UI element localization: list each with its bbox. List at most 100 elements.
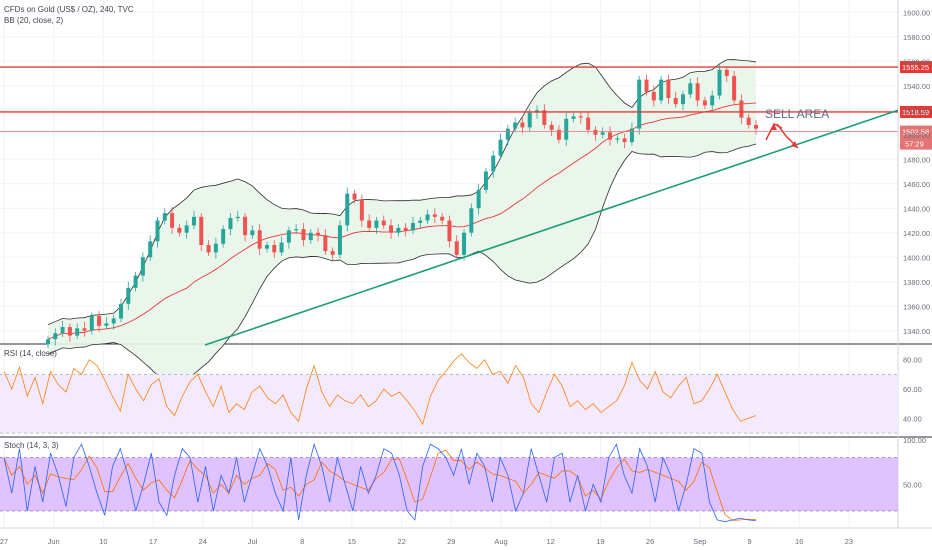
candle-body [301, 229, 306, 241]
x-tick-22: 22 [397, 537, 405, 546]
x-tick-17: 17 [149, 537, 157, 546]
candle-body [644, 79, 649, 92]
x-tick-24: 24 [199, 537, 207, 546]
level-label-box [900, 61, 932, 74]
candle-body [345, 193, 350, 226]
candle-body [89, 316, 94, 331]
chart-title: CFDs on Gold (US$ / OZ), 240, TVC [4, 5, 134, 14]
arrowhead-up-icon [771, 124, 777, 130]
candle-body [199, 216, 204, 245]
candle-body [447, 220, 452, 242]
candle-body [593, 129, 598, 135]
support-trendline [204, 109, 899, 346]
x-tick-12: 12 [547, 537, 555, 546]
candle-body [724, 69, 729, 76]
candles [46, 63, 758, 348]
y-tick-1340.00: 1340.00 [903, 327, 930, 336]
candle-body [316, 232, 321, 236]
candle-body [542, 110, 547, 125]
candle-body [673, 98, 678, 105]
candle-body [754, 124, 758, 129]
candle-body [732, 75, 737, 101]
candle-body [396, 227, 401, 233]
candle-body [75, 328, 80, 336]
candle-body [213, 243, 218, 253]
candle-body [374, 220, 379, 228]
candle-body [352, 193, 357, 200]
candle-body [97, 316, 102, 326]
x-tick-26: 26 [646, 537, 654, 546]
stoch-tick-100.00: 100.00 [903, 436, 926, 445]
stoch-tick-50.00: 50.00 [903, 480, 922, 489]
y-tick-1380.00: 1380.00 [903, 278, 930, 287]
candle-body [600, 132, 605, 135]
candle-body [250, 230, 255, 236]
candle-body [82, 328, 87, 331]
candle-body [126, 287, 131, 304]
y-tick-1520.00: 1520.00 [903, 106, 930, 115]
x-tick-Aug: Aug [494, 537, 507, 546]
y-tick-1440.00: 1440.00 [903, 204, 930, 213]
candle-body [228, 218, 233, 230]
candle-body [432, 214, 437, 217]
candle-body [60, 327, 65, 334]
candle-body [476, 189, 481, 209]
candle-body [155, 220, 160, 242]
y-tick-1580.00: 1580.00 [903, 33, 930, 42]
candle-body [272, 245, 277, 253]
candle-body [564, 118, 569, 140]
candle-body [483, 171, 488, 190]
countdown-label: 57:29 [905, 140, 924, 149]
y-tick-1460.00: 1460.00 [903, 180, 930, 189]
candle-body [440, 216, 445, 221]
candle-body [454, 241, 459, 255]
candle-body [571, 116, 576, 119]
candle-body [184, 225, 189, 233]
candle-body [170, 213, 175, 228]
candle-body [177, 227, 182, 233]
candle-body [608, 132, 613, 140]
rsi-band-fill [0, 374, 898, 434]
candle-body [111, 318, 116, 324]
candle-body [264, 245, 269, 249]
candle-body [578, 116, 583, 118]
candle-body [308, 232, 313, 241]
arrowhead-down-icon [791, 141, 798, 148]
candle-body [337, 225, 342, 255]
candle-body [221, 229, 226, 244]
candle-body [359, 199, 364, 221]
candle-body [651, 91, 656, 101]
rsi-legend: RSI (14, close) [4, 349, 57, 358]
candle-body [140, 257, 145, 276]
candle-body [695, 83, 700, 101]
candle-body [191, 216, 196, 226]
candle-body [710, 95, 715, 106]
candle-body [162, 213, 167, 221]
candle-body [491, 155, 496, 172]
candle-body [279, 242, 284, 253]
candle-body [717, 69, 722, 96]
candle-body [469, 208, 474, 233]
y-tick-1500.00: 1500.00 [903, 131, 930, 140]
x-tick-Jul: Jul [248, 537, 258, 546]
x-tick-23: 23 [845, 537, 853, 546]
candle-body [637, 79, 642, 129]
level-label-1555.25: 1555.25 [902, 63, 929, 72]
candle-body [330, 251, 335, 255]
candle-body [294, 229, 299, 231]
candle-body [235, 216, 240, 219]
candle-body [243, 216, 248, 236]
candle-body [746, 117, 751, 125]
candle-body [702, 100, 707, 106]
candle-body [410, 222, 415, 231]
candle-body [257, 230, 262, 249]
stoch-d-line [3, 449, 757, 521]
level-label-1518.59: 1518.59 [902, 108, 929, 117]
candle-body [527, 112, 532, 128]
x-tick-19: 19 [596, 537, 604, 546]
candle-body [549, 124, 554, 130]
candle-body [462, 232, 467, 255]
rsi-tick-60.00: 60.00 [903, 385, 922, 394]
candle-body [622, 138, 627, 143]
